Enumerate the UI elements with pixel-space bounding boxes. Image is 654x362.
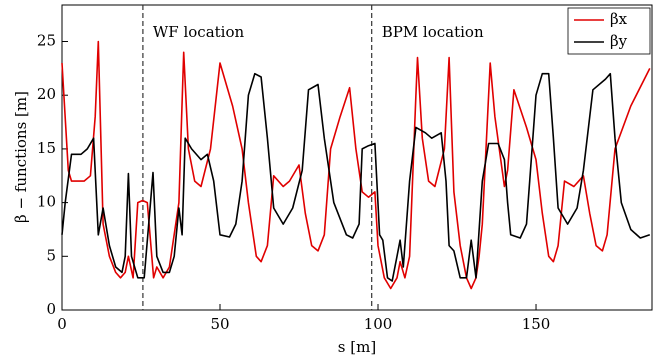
x-tick-label: 150 — [522, 315, 551, 333]
series-line — [61, 72, 651, 282]
x-axis-label: s [m] — [338, 338, 376, 356]
x-tick-label: 0 — [57, 315, 67, 333]
annotation: BPM location — [382, 23, 484, 41]
y-tick-label: 25 — [37, 32, 56, 50]
series-line — [61, 40, 651, 290]
legend-label: βx — [610, 10, 628, 28]
legend-label: βy — [610, 32, 628, 50]
legend-box — [567, 7, 651, 55]
y-tick-label: 0 — [46, 300, 56, 318]
x-tick-label: 50 — [210, 315, 229, 333]
annotation: WF location — [153, 23, 245, 41]
y-tick-label: 20 — [37, 85, 56, 103]
y-tick-label: 5 — [46, 246, 56, 264]
x-tick-label: 100 — [364, 315, 393, 333]
y-tick-label: 10 — [37, 193, 56, 211]
plot-frame — [61, 4, 653, 311]
y-axis-label: β − functions [m] — [12, 91, 30, 223]
y-tick-label: 15 — [37, 139, 56, 157]
